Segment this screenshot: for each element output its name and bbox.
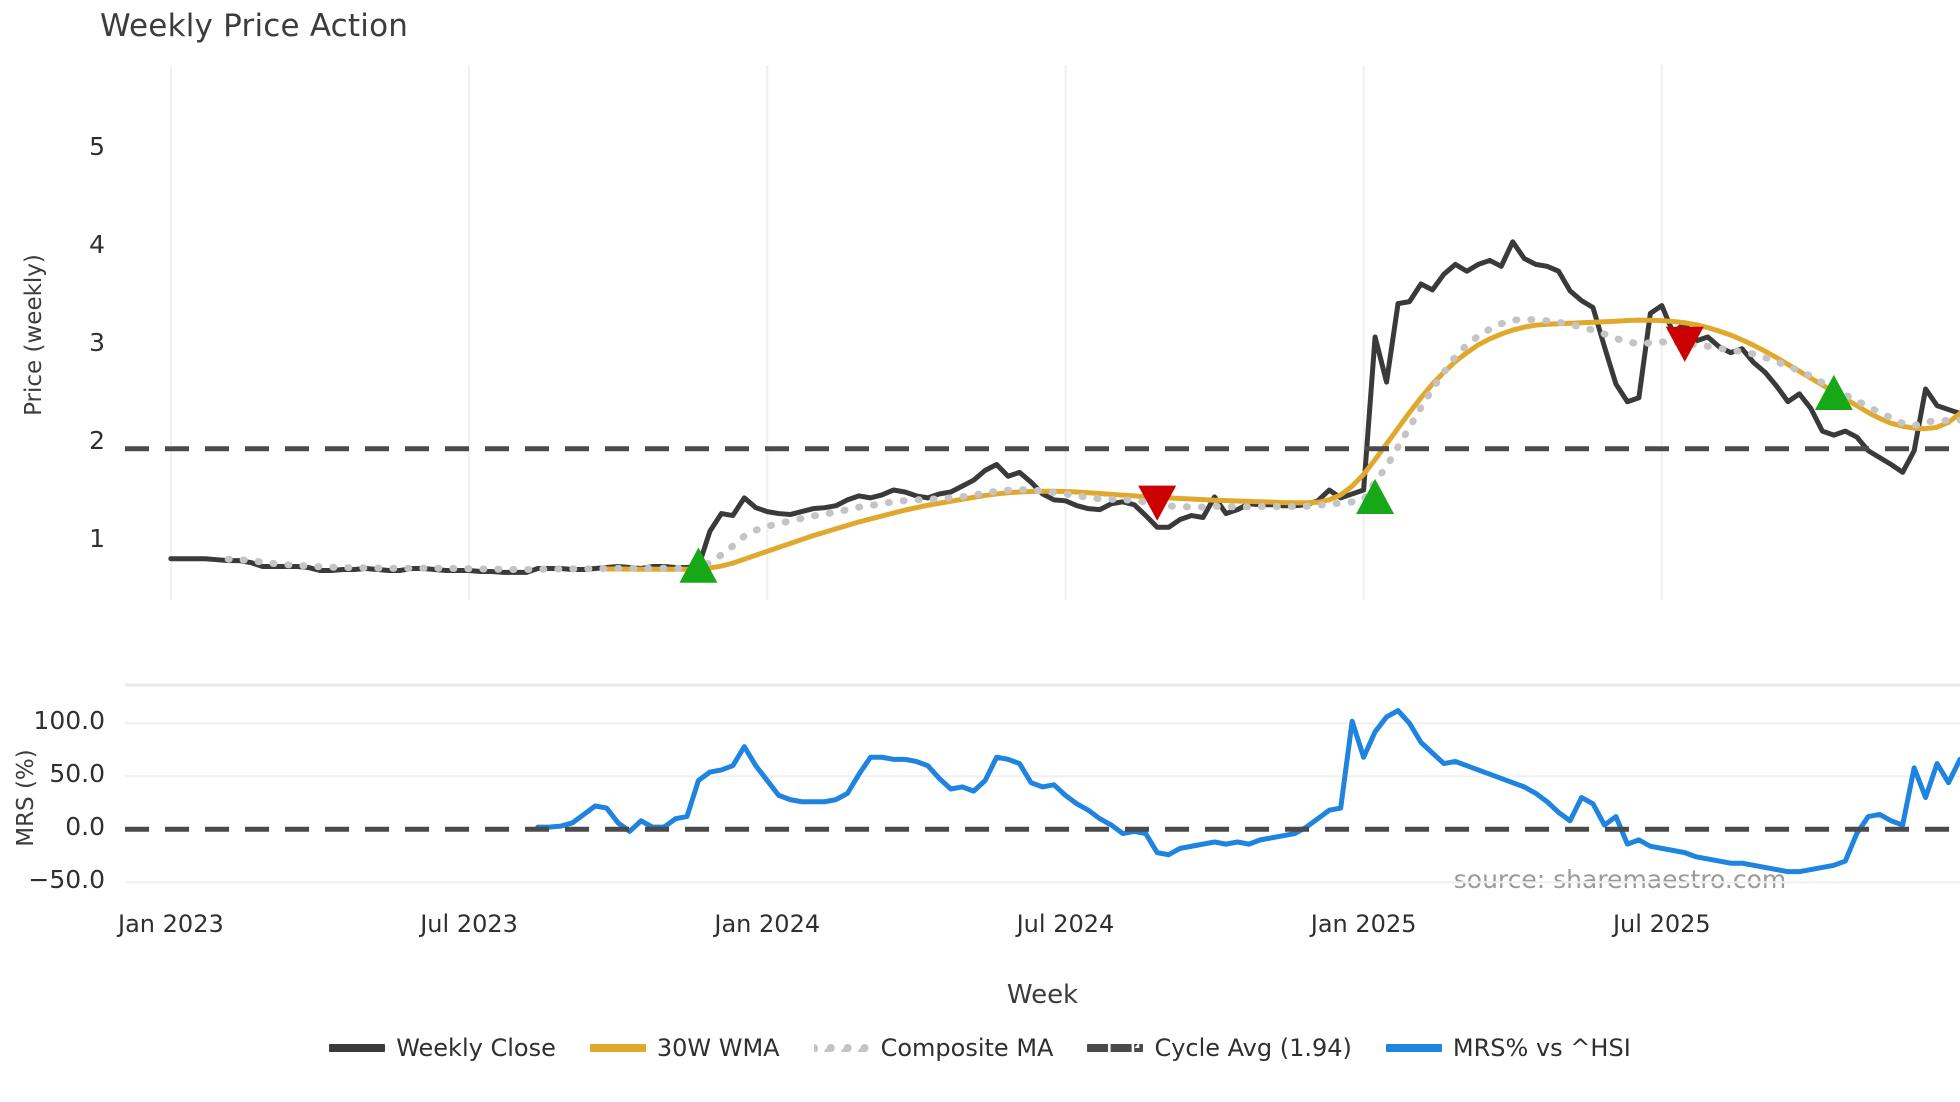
x-axis-tick: Jan 2024 bbox=[714, 910, 821, 938]
x-axis-tick: Jan 2023 bbox=[118, 910, 224, 938]
x-axis-tick: Jan 2025 bbox=[1310, 910, 1417, 938]
buy-signal-marker[interactable] bbox=[1356, 478, 1395, 515]
legend-swatch bbox=[813, 1044, 870, 1052]
legend-label: Composite MA bbox=[880, 1034, 1054, 1062]
mrs-y-tick: −50.0 bbox=[28, 865, 105, 895]
series-line-composite-ma bbox=[224, 315, 1960, 573]
chart-title: Weekly Price Action bbox=[100, 8, 409, 44]
legend-label: Cycle Avg (1.94) bbox=[1154, 1034, 1352, 1062]
legend-item[interactable]: Composite MA bbox=[813, 1034, 1054, 1062]
x-axis-tick: Jul 2023 bbox=[420, 910, 518, 938]
legend-label: Weekly Close bbox=[396, 1034, 556, 1062]
series-line-mrs-vs-hsi bbox=[535, 708, 1960, 875]
legend-item[interactable]: 30W WMA bbox=[589, 1034, 780, 1062]
legend-label: MRS% vs ^HSI bbox=[1452, 1034, 1631, 1062]
mrs-y-tick: 50.0 bbox=[49, 759, 105, 789]
mrs-y-tick: 100.0 bbox=[33, 706, 105, 736]
legend-swatch bbox=[1385, 1044, 1442, 1052]
x-axis-label: Week bbox=[1006, 980, 1079, 1010]
legend-swatch bbox=[589, 1044, 646, 1052]
chart-legend: Weekly Close 30W WMA Composite MA Cycle Avg… bbox=[0, 1034, 1960, 1062]
price-y-tick: 4 bbox=[89, 229, 105, 259]
price-y-tick: 1 bbox=[89, 524, 105, 554]
sell-signal-marker[interactable] bbox=[1138, 485, 1177, 521]
source-watermark: source: sharemaestro.com bbox=[1453, 865, 1787, 894]
buy-signal-marker[interactable] bbox=[1814, 374, 1853, 411]
price-y-tick: 2 bbox=[89, 425, 105, 455]
mrs-y-tick: 0.0 bbox=[65, 812, 105, 842]
x-axis-tick: Jul 2025 bbox=[1612, 910, 1711, 938]
price-y-tick: 5 bbox=[89, 131, 105, 161]
x-axis-tick: Jul 2024 bbox=[1016, 910, 1115, 938]
legend-item[interactable]: MRS% vs ^HSI bbox=[1385, 1034, 1631, 1062]
series-line-30w-wma bbox=[604, 317, 1960, 572]
sell-signal-marker[interactable] bbox=[1665, 326, 1704, 362]
legend-swatch bbox=[1087, 1044, 1144, 1052]
legend-item[interactable]: Cycle Avg (1.94) bbox=[1087, 1034, 1352, 1062]
legend-item[interactable]: Weekly Close bbox=[329, 1034, 556, 1062]
legend-swatch bbox=[329, 1044, 386, 1052]
legend-label: 30W WMA bbox=[656, 1034, 780, 1062]
price-y-tick: 3 bbox=[89, 327, 105, 357]
buy-signal-marker[interactable] bbox=[679, 547, 718, 583]
